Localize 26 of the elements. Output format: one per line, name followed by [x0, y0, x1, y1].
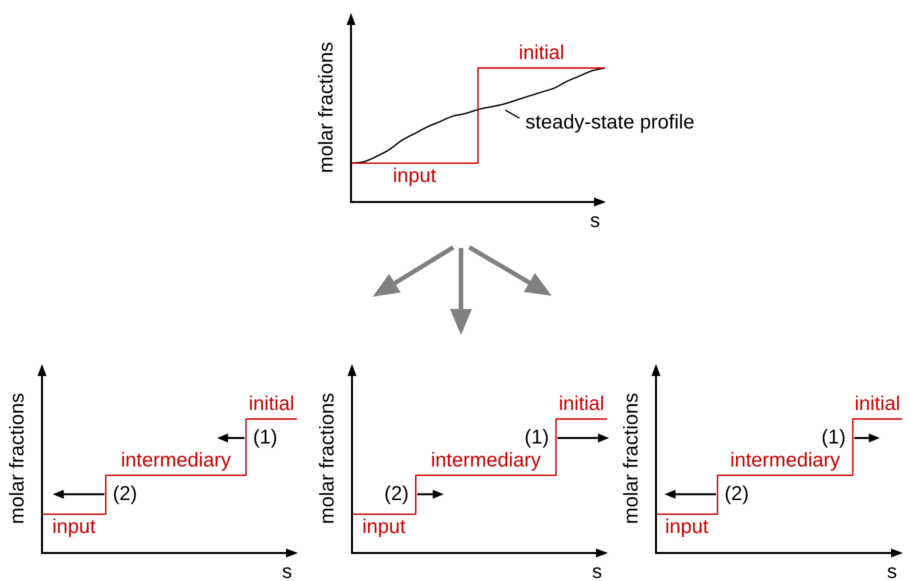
annotation: input [392, 165, 437, 188]
annotation: initial [558, 393, 604, 415]
x-axis-title: s [592, 561, 602, 581]
annotation: input [665, 516, 709, 538]
annotation: intermediary [730, 449, 840, 472]
annotation: intermediary [430, 449, 541, 472]
annotation: initial [248, 393, 294, 415]
annotation: initial [854, 393, 900, 415]
y-axis-title: molar fractions [316, 42, 338, 174]
annotation: (1) [524, 426, 549, 449]
annotation: (2) [724, 482, 749, 505]
x-axis-title: s [590, 210, 600, 232]
annotation: input [362, 516, 406, 538]
annotation: (2) [112, 482, 138, 505]
annotation: initial [518, 42, 564, 64]
annotation: (2) [384, 482, 409, 505]
x-axis-title: s [282, 561, 292, 581]
y-axis-title: molar fractions [620, 392, 643, 524]
legend-label: steady-state profile [525, 112, 694, 134]
annotation: (1) [821, 426, 846, 449]
annotation: intermediary [120, 449, 231, 472]
y-axis-title: molar fractions [6, 392, 29, 524]
y-axis-title: molar fractions [316, 392, 339, 524]
x-axis-title: s [887, 561, 897, 581]
annotation: (1) [253, 426, 278, 449]
annotation: input [52, 516, 96, 538]
